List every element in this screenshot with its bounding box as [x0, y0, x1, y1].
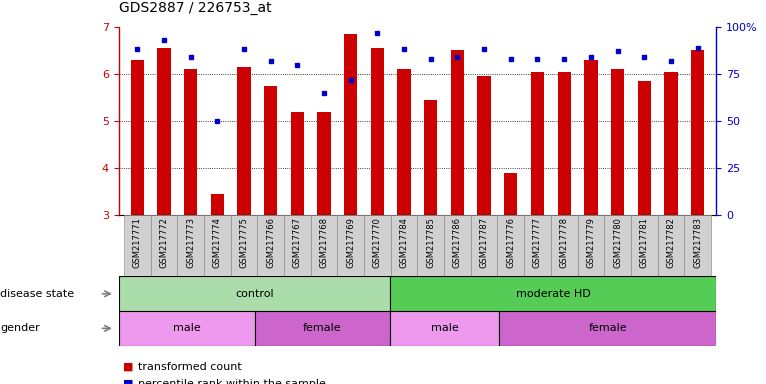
Bar [231, 215, 257, 276]
Bar [264, 86, 277, 215]
Bar [417, 215, 444, 276]
Text: female: female [303, 323, 342, 333]
Bar [317, 112, 331, 215]
Text: GSM217780: GSM217780 [613, 217, 622, 268]
Text: GSM217782: GSM217782 [666, 217, 676, 268]
Text: moderate HD: moderate HD [516, 289, 591, 299]
Text: GSM217766: GSM217766 [267, 217, 275, 268]
Bar [578, 215, 604, 276]
Text: gender: gender [0, 323, 40, 333]
Bar [611, 69, 624, 215]
Bar [131, 60, 144, 215]
Text: GSM217773: GSM217773 [186, 217, 195, 268]
Bar [254, 311, 391, 346]
Text: ■: ■ [123, 379, 133, 384]
Text: ■: ■ [123, 362, 133, 372]
Bar [604, 215, 631, 276]
Bar [371, 48, 384, 215]
Bar [157, 48, 171, 215]
Text: control: control [235, 289, 273, 299]
Bar [237, 67, 250, 215]
Text: GSM217774: GSM217774 [213, 217, 222, 268]
Bar [637, 81, 651, 215]
Text: GSM217771: GSM217771 [133, 217, 142, 268]
Bar [178, 215, 204, 276]
Bar [471, 215, 497, 276]
Text: percentile rank within the sample: percentile rank within the sample [138, 379, 326, 384]
Bar [204, 215, 231, 276]
Text: GSM217775: GSM217775 [240, 217, 249, 268]
Bar [344, 34, 358, 215]
Bar [558, 71, 571, 215]
Bar [584, 60, 597, 215]
Bar [291, 112, 304, 215]
Text: GSM217769: GSM217769 [346, 217, 355, 268]
Text: GSM217770: GSM217770 [373, 217, 382, 268]
Bar [524, 215, 551, 276]
Bar [451, 50, 464, 215]
Text: GSM217786: GSM217786 [453, 217, 462, 268]
Text: GDS2887 / 226753_at: GDS2887 / 226753_at [119, 2, 271, 15]
Bar [477, 76, 491, 215]
Bar [398, 69, 411, 215]
Text: disease state: disease state [0, 289, 74, 299]
Bar [657, 215, 684, 276]
Text: male: male [173, 323, 201, 333]
Text: GSM217767: GSM217767 [293, 217, 302, 268]
Bar [151, 215, 178, 276]
Bar [391, 215, 417, 276]
Text: female: female [588, 323, 627, 333]
Bar [284, 215, 311, 276]
Bar [391, 276, 716, 311]
Text: GSM217768: GSM217768 [319, 217, 329, 268]
Bar [497, 215, 524, 276]
Bar [531, 71, 544, 215]
Text: GSM217784: GSM217784 [400, 217, 408, 268]
Bar [364, 215, 391, 276]
Bar [631, 215, 657, 276]
Text: GSM217783: GSM217783 [693, 217, 702, 268]
Bar [664, 71, 678, 215]
Text: GSM217781: GSM217781 [640, 217, 649, 268]
Bar [499, 311, 716, 346]
Bar [444, 215, 471, 276]
Bar [338, 215, 364, 276]
Text: GSM217785: GSM217785 [427, 217, 435, 268]
Text: male: male [430, 323, 459, 333]
Text: GSM217779: GSM217779 [586, 217, 595, 268]
Bar [211, 194, 224, 215]
Bar [311, 215, 338, 276]
Bar [391, 311, 499, 346]
Text: GSM217776: GSM217776 [506, 217, 516, 268]
Bar [504, 173, 518, 215]
Bar [257, 215, 284, 276]
Bar [684, 215, 711, 276]
Text: transformed count: transformed count [138, 362, 241, 372]
Bar [184, 69, 198, 215]
Text: GSM217777: GSM217777 [533, 217, 542, 268]
Bar [691, 50, 704, 215]
Bar [124, 215, 151, 276]
Text: GSM217778: GSM217778 [560, 217, 568, 268]
Bar [119, 276, 391, 311]
Bar [551, 215, 578, 276]
Bar [119, 311, 254, 346]
Bar [424, 100, 437, 215]
Text: GSM217772: GSM217772 [159, 217, 169, 268]
Text: GSM217787: GSM217787 [480, 217, 489, 268]
